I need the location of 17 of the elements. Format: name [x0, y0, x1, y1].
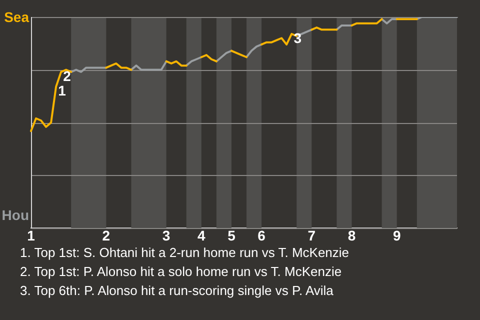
text: 3. Top 6th: P. Alonso hit a run-scoring single vs P. Avila — [20, 282, 334, 300]
x-tick-label: 4 — [198, 227, 206, 244]
annotation: 1 — [58, 82, 66, 99]
annotation: 2 — [63, 68, 72, 84]
x-tick-label: 7 — [308, 227, 316, 244]
text: Hou — [2, 207, 29, 224]
x-tick-label: 6 — [258, 227, 266, 244]
x-tick-label: 2 — [102, 227, 110, 244]
text: Sea — [4, 8, 30, 25]
annotation: 3 — [294, 30, 302, 46]
x-tick-label: 8 — [348, 227, 356, 244]
x-tick-label: 5 — [228, 227, 236, 244]
text: 1. Top 1st: S. Ohtani hit a 2-run home run vs T. McKenzie — [20, 244, 350, 262]
x-tick-label: 3 — [162, 227, 170, 244]
text: 2. Top 1st: P. Alonso hit a solo home run vs T. McKenzie — [20, 263, 343, 281]
x-tick-label: 1 — [27, 227, 36, 244]
x-tick-label: 9 — [392, 227, 401, 244]
